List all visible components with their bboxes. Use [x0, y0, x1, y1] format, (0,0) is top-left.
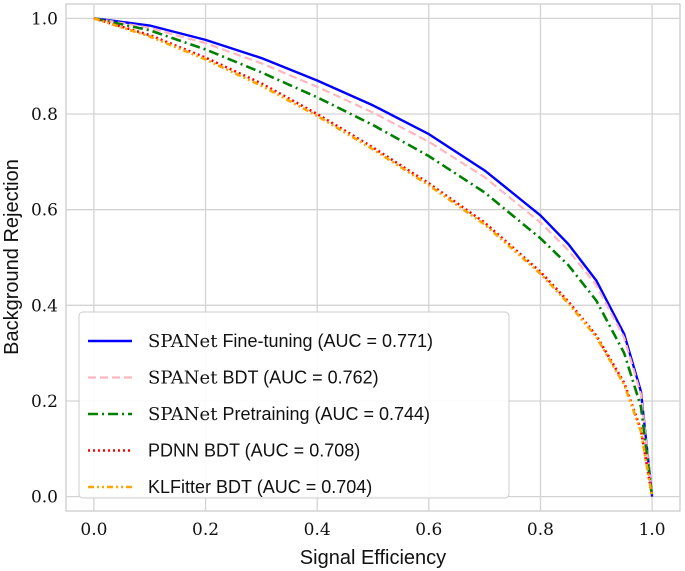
y-tick-label: 0.0 [31, 488, 58, 508]
series-line-2 [93, 17, 654, 497]
legend-label-1: SPANet Fine-tuning (AUC = 0.771) [148, 331, 433, 352]
x-tick-label: 0.2 [192, 520, 219, 540]
series-line-5 [93, 17, 654, 497]
series-line-3 [93, 17, 654, 497]
x-tick-label: 0.4 [304, 520, 331, 540]
y-tick-label: 0.8 [31, 105, 58, 125]
x-tick-labels: 0.0 0.2 0.4 0.6 0.8 1.0 [80, 520, 665, 540]
y-axis-title: Background Rejection [1, 159, 23, 355]
legend: SPANet Fine-tuning (AUC = 0.771)SPANet B… [78, 311, 510, 499]
series-line-1 [93, 17, 654, 497]
y-tick-label: 0.2 [31, 392, 58, 412]
y-tick-label: 0.6 [31, 201, 58, 221]
legend-suffix: Fine-tuning (AUC = 0.771) [217, 331, 433, 351]
legend-suffix: BDT (AUC = 0.762) [217, 368, 378, 388]
legend-suffix: Pretraining (AUC = 0.744) [217, 404, 430, 424]
x-tick-label: 1.0 [639, 520, 666, 540]
legend-prefix: SPANet [148, 331, 218, 352]
legend-prefix: SPANet [148, 404, 218, 425]
legend-prefix: SPANet [148, 368, 218, 389]
legend-label-3: SPANet Pretraining (AUC = 0.744) [148, 404, 430, 425]
legend-label-2: SPANet BDT (AUC = 0.762) [148, 368, 379, 389]
x-tick-label: 0.8 [527, 520, 554, 540]
series-lines [93, 17, 654, 497]
legend-suffix: KLFitter BDT (AUC = 0.704) [148, 477, 372, 497]
x-tick-label: 0.6 [415, 520, 442, 540]
x-tick-label: 0.0 [80, 520, 107, 540]
x-axis-title: Signal Efficiency [300, 547, 446, 569]
y-tick-label: 0.4 [31, 296, 58, 316]
legend-suffix: PDNN BDT (AUC = 0.708) [148, 441, 360, 461]
legend-label-5: KLFitter BDT (AUC = 0.704) [148, 477, 372, 497]
legend-label-4: PDNN BDT (AUC = 0.708) [148, 441, 360, 461]
legend-box [78, 311, 510, 499]
y-tick-labels: 0.0 0.2 0.4 0.6 0.8 1.0 [31, 9, 58, 507]
y-tick-label: 1.0 [31, 9, 58, 29]
